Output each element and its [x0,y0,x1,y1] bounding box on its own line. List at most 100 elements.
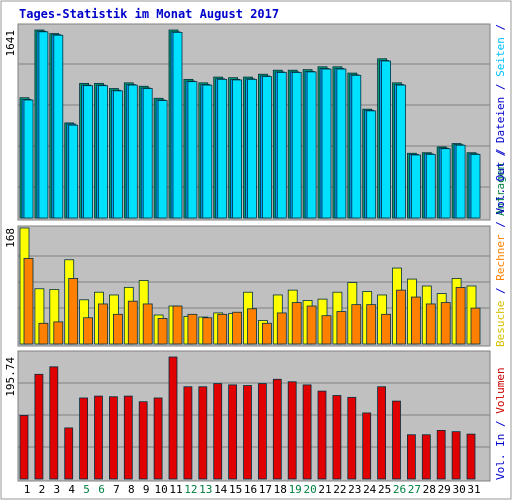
x-tick-label: 12 [184,483,197,496]
bar-seiten-day-16 [247,78,257,219]
x-tick-label: 26 [393,483,406,496]
bar-volumen-day-15 [228,384,238,480]
bar-rechner-day-7 [113,313,123,345]
x-tick-label: 24 [363,483,377,496]
bar-volumen-day-14 [213,383,223,480]
bar-volumen-day-6 [94,395,103,480]
bar-rechner-day-1 [23,257,34,345]
bar-seiten-day-31 [470,154,481,219]
panel1-ymax-label: 1641 [4,30,17,57]
bar-rechner-day-28 [425,303,436,345]
x-tick-label: 2 [39,483,46,496]
bar-seiten-day-15 [232,79,243,219]
bar-volumen-day-11 [168,356,178,480]
panel-volume-bg [17,350,491,482]
legend-segment: / [494,281,507,301]
bar-seiten-day-19 [291,72,302,219]
bar-volumen-day-17 [257,383,267,480]
bar-volumen-day-19 [287,381,297,480]
bar-volumen-day-29 [436,429,446,480]
bar-rechner-day-30 [455,286,466,345]
bar-rechner-day-21 [321,315,332,345]
bar-rechner-day-4 [68,278,79,345]
bar-seiten-day-1 [23,99,34,219]
legend-segment: / [494,143,507,163]
bar-volumen-day-4 [64,427,74,480]
bar-seiten-day-6 [98,85,108,219]
x-tick-label: 5 [83,483,90,496]
bar-seiten-day-29 [440,148,451,219]
bar-seiten-day-30 [455,144,466,219]
legend-segment: Vol. Out [494,162,507,215]
x-tick-label: 27 [408,483,421,496]
bar-seiten-day-4 [68,124,79,219]
bar-rechner-day-15 [232,311,243,345]
bar-rechner-day-14 [217,313,228,345]
x-tick-label: 6 [98,483,105,496]
x-tick-label: 13 [199,483,212,496]
bar-volumen-day-8 [123,395,133,480]
bar-rechner-day-13 [202,317,213,345]
bar-seiten-day-7 [113,90,123,219]
bar-rechner-day-5 [83,317,93,345]
bar-seiten-day-8 [127,84,138,219]
bar-rechner-day-20 [306,305,317,345]
x-tick-label: 14 [214,483,228,496]
bar-rechner-day-6 [98,303,108,345]
x-tick-label: 15 [229,483,242,496]
bar-rechner-day-2 [38,322,49,345]
bar-seiten-day-26 [396,84,406,219]
bar-volumen-day-24 [362,412,372,480]
x-tick-label: 17 [259,483,272,496]
bar-rechner-day-25 [381,313,392,345]
bar-seiten-day-14 [217,78,228,219]
bar-rechner-day-18 [276,312,287,345]
bar-seiten-day-10 [157,100,168,219]
bar-seiten-day-23 [351,74,362,219]
bar-rechner-day-22 [336,311,347,345]
bar-volumen-day-16 [243,385,252,480]
legend-segment: Rechner [494,234,507,281]
bar-rechner-day-8 [127,300,138,345]
bar-volumen-day-10 [153,397,163,480]
x-tick-label: 18 [274,483,287,496]
x-tick-label: 31 [467,483,480,496]
bar-volumen-day-22 [332,395,342,480]
bar-seiten-day-22 [336,68,347,219]
bar-seiten-day-13 [202,84,213,219]
bar-volumen-day-1 [19,415,29,480]
x-tick-label: 7 [113,483,120,496]
bar-volumen-day-2 [34,373,44,480]
bar-rechner-day-31 [470,307,481,345]
bar-seiten-day-5 [83,85,93,219]
legend-segment: / [494,24,507,37]
bar-seiten-day-9 [142,88,153,219]
x-tick-label: 3 [53,483,60,496]
bar-rechner-day-26 [396,289,406,345]
legend-segment: Anfragen [494,163,507,216]
bar-seiten-day-24 [366,110,377,219]
bar-volumen-day-20 [302,384,312,480]
panel2-legend-label: Besuche / Rechner / Vol. Out / [494,148,507,347]
panel3-legend-label: Vol. In / Volumen [494,367,507,480]
bar-seiten-day-25 [381,60,392,219]
legend-segment: / [494,215,507,235]
bar-volumen-day-27 [406,434,416,480]
bar-seiten-day-2 [38,31,49,219]
bar-seiten-day-17 [261,76,272,219]
bar-seiten-day-12 [187,81,198,219]
bar-seiten-day-3 [53,34,64,219]
legend-segment: Besuche [494,301,507,347]
bar-volumen-day-28 [421,434,431,480]
bar-seiten-day-27 [410,154,421,219]
x-tick-label: 16 [244,483,257,496]
bar-volumen-day-23 [347,396,357,480]
x-tick-label: 19 [289,483,302,496]
bar-volumen-day-7 [109,396,118,480]
bars [19,29,481,480]
x-tick-label: 9 [143,483,150,496]
legend-segment: / [494,77,507,97]
bar-rechner-day-24 [366,304,377,345]
chart-title: Tages-Statistik im Monat August 2017 [19,7,279,21]
bar-rechner-day-23 [351,304,362,345]
